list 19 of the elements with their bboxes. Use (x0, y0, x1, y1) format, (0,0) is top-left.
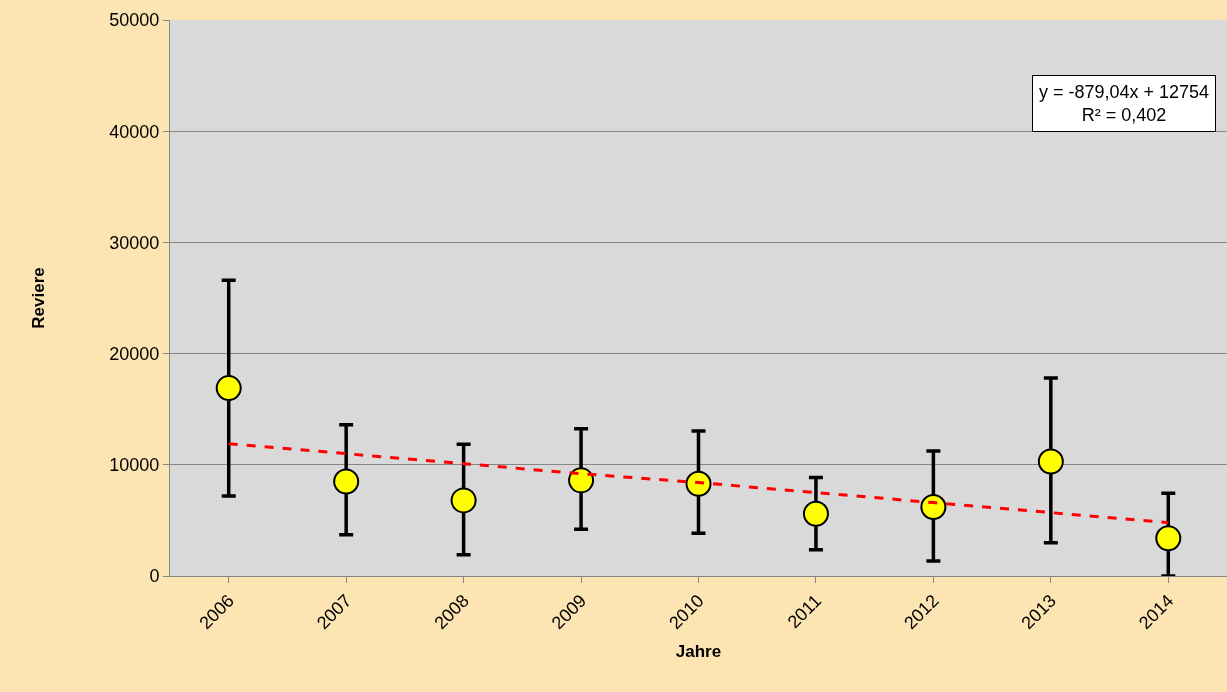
y-tick-label: 20000 (109, 343, 160, 364)
point (450, 487, 477, 514)
y-tick-label: 50000 (109, 10, 160, 31)
point (685, 470, 712, 497)
y-tick-label: 40000 (109, 121, 160, 142)
line-series (227, 442, 1170, 525)
point (215, 375, 242, 402)
annotation: y = -879,04x + 12754 R² = 0,402 (1039, 82, 1210, 126)
y-tick-label: 0 (149, 566, 160, 587)
point (1037, 448, 1064, 475)
y-axis-title: Reviere (28, 267, 48, 329)
point (1155, 525, 1182, 552)
y-tick-label: 30000 (109, 232, 160, 253)
point (333, 468, 360, 495)
y-tick-label: 10000 (109, 455, 160, 476)
point (568, 467, 595, 494)
point (920, 494, 947, 521)
x-axis-title: Jahre (675, 641, 722, 661)
point (802, 500, 829, 527)
